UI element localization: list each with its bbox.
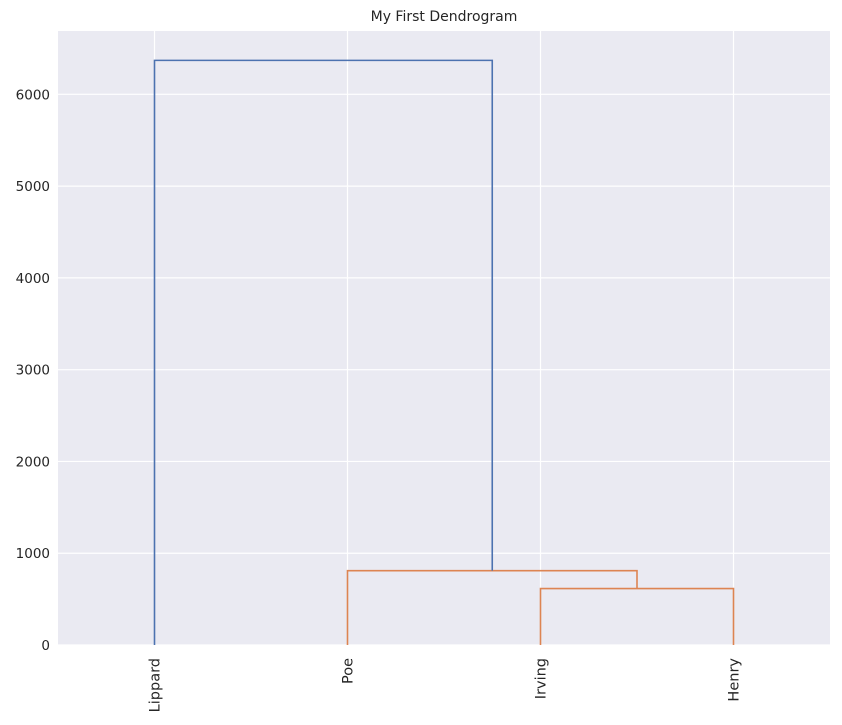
y-axis: 0 1000 2000 3000 4000 5000 6000 (16, 87, 50, 654)
y-tick-label: 5000 (16, 179, 50, 195)
x-axis: Lippard Poe Irving Henry (148, 658, 743, 713)
y-tick-label: 4000 (16, 271, 50, 287)
x-tick-label: Poe (341, 658, 357, 684)
y-tick-label: 0 (41, 638, 50, 654)
x-tick-label: Irving (534, 658, 550, 699)
dendrogram-link (153, 59, 494, 645)
plot-area (58, 31, 830, 645)
x-tick-label: Lippard (148, 658, 164, 712)
x-tick-label: Henry (727, 658, 743, 702)
y-tick-label: 2000 (16, 454, 50, 470)
chart-title: My First Dendrogram (371, 9, 518, 25)
y-tick-label: 3000 (16, 363, 50, 379)
y-tick-label: 1000 (16, 546, 50, 562)
dendrogram-links (153, 59, 735, 645)
y-tick-label: 6000 (16, 87, 50, 103)
